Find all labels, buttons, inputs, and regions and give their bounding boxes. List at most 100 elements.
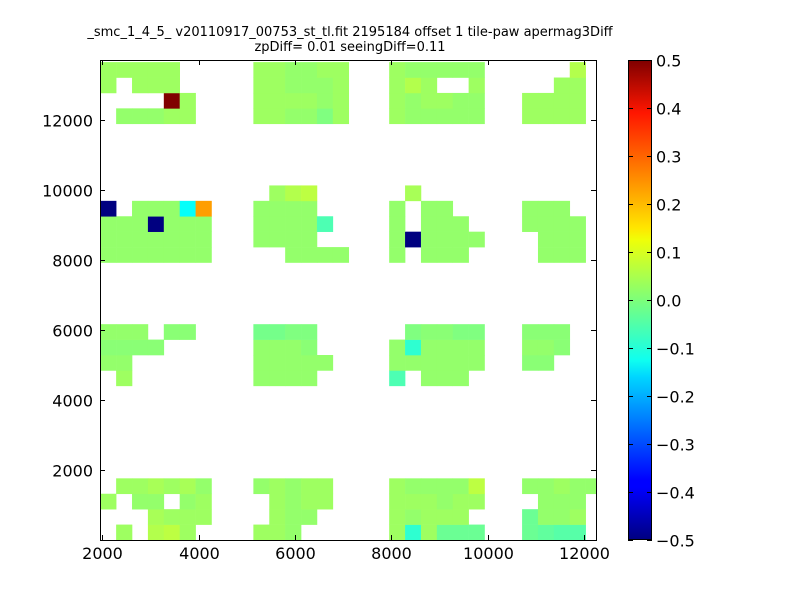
heatmap-cell [389,108,406,125]
heatmap-cell [269,493,286,510]
heatmap-cell [537,339,555,356]
heatmap-cell [269,216,286,232]
heatmap-cell [420,231,438,248]
heatmap-cell [269,200,286,217]
heatmap-cell [468,108,485,125]
heatmap-cell [269,478,286,495]
heatmap-cell [116,231,133,248]
heatmap-cell [452,524,469,541]
heatmap-cell [253,216,270,232]
heatmap-cell [420,247,438,263]
heatmap-cell [285,108,302,125]
heatmap-cell [405,324,422,340]
heatmap-cell [285,77,302,94]
heatmap-cell [436,355,454,371]
heatmap-cell [269,77,286,94]
heatmap-cell [269,185,286,202]
x-tick-label: 8000 [371,544,412,563]
heatmap-cell [285,185,302,202]
heatmap-cell [569,92,586,109]
heatmap-cell [179,524,196,541]
colorbar-tick-label: −0.5 [656,532,695,551]
heatmap-cell [522,200,539,217]
heatmap-cell [301,77,318,94]
heatmap-cell [436,92,454,109]
heatmap-cell [452,247,469,263]
heatmap-cell [553,77,571,94]
heatmap-cell [147,216,165,232]
heatmap-cell [116,478,133,495]
heatmap-cell [452,324,469,340]
heatmap-cell [132,77,149,94]
heatmap-cell [195,478,212,495]
heatmap-cell [405,108,422,125]
heatmap-cell [132,231,149,248]
x-tick-label: 10000 [463,544,514,563]
heatmap-cell [569,108,586,125]
heatmap-cell [116,62,133,78]
heatmap-cell [147,62,165,78]
colorbar-tick-label: 0.0 [656,292,681,311]
heatmap-cell [301,108,318,125]
heatmap-cell [163,524,180,541]
x-tick-label: 12000 [559,544,610,563]
heatmap-cell [569,216,586,232]
heatmap-cell [195,231,212,248]
heatmap-cell [163,478,180,495]
heatmap-cell [253,339,270,356]
heatmap-cell [132,493,149,510]
heatmap-cell [569,247,586,263]
heatmap-cell [389,339,406,356]
heatmap-cell [537,324,555,340]
heatmap-cell [436,339,454,356]
heatmap-cell [301,185,318,202]
heatmap-cell [269,324,286,340]
heatmap-cell [301,478,318,495]
heatmap-cell [553,108,571,125]
heatmap-cell [163,108,180,125]
heatmap-cell [285,231,302,248]
heatmap-cell [116,355,133,371]
heatmap-cell [553,493,571,510]
heatmap-cell [553,216,571,232]
heatmap-cell [116,108,133,125]
heatmap-cell [522,92,539,109]
heatmap-cell [436,324,454,340]
heatmap-cell [147,108,165,125]
heatmap-cell [420,509,438,525]
x-tick-label: 2000 [82,544,123,563]
heatmap-cell [100,339,117,356]
heatmap-cell [420,478,438,495]
heatmap-cell [522,108,539,125]
heatmap-cell [452,339,469,356]
heatmap-cell [116,370,133,387]
heatmap-cell [553,339,571,356]
heatmap-cell [132,478,149,495]
heatmap-cell [468,524,485,541]
heatmap-cell [132,247,149,263]
heatmap-cell [316,493,334,510]
heatmap-cell [569,524,586,541]
heatmap-cell [332,92,350,109]
heatmap-cell [285,339,302,356]
heatmap-cell [100,216,117,232]
heatmap-cell [420,77,438,94]
heatmap-cell [553,509,571,525]
heatmap-cell [301,247,318,263]
heatmap-cell [116,524,133,541]
heatmap-cell [253,524,270,541]
heatmap-cell [179,200,196,217]
heatmap-cell [420,324,438,340]
heatmap-cell [553,92,571,109]
heatmap-cell [553,324,571,340]
heatmap-cell [132,324,149,340]
colorbar-tick-label: 0.3 [656,148,681,167]
heatmap-cell [389,92,406,109]
heatmap-cell [147,77,165,94]
heatmap-cell [569,231,586,248]
heatmap-cell [405,493,422,510]
heatmap-cell [553,200,571,217]
heatmap-cell [389,493,406,510]
heatmap-cell [316,355,334,371]
heatmap-cell [285,493,302,510]
